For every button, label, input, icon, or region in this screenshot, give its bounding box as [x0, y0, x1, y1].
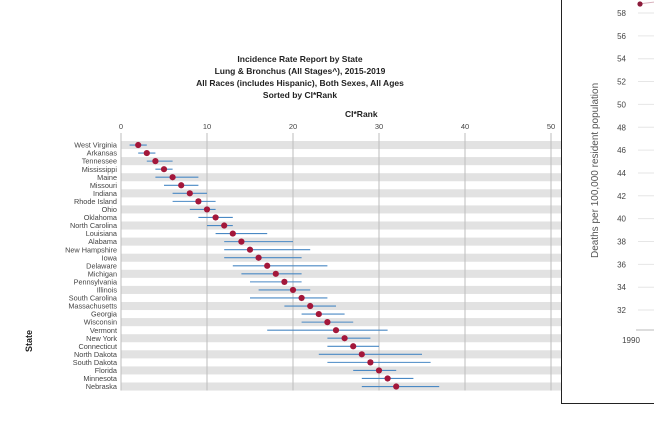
- state-label: New York: [86, 334, 117, 343]
- state-label: Pennsylvania: [74, 277, 118, 286]
- state-label: Wisconsin: [84, 318, 117, 327]
- state-label: Oklahoma: [84, 213, 118, 222]
- overlay-y-tick-label: 52: [617, 78, 626, 87]
- rank-point: [221, 222, 228, 229]
- overlay-y-tick-label: 46: [617, 146, 626, 155]
- rank-point: [238, 238, 245, 245]
- overlay-y-tick-label: 50: [617, 100, 626, 109]
- state-label: North Dakota: [74, 350, 118, 359]
- overlay-y-tick-label: 36: [617, 260, 626, 269]
- overlay-y-tick-label: 42: [617, 192, 626, 201]
- rank-point: [298, 294, 305, 302]
- report-title-line-1: Incidence Rate Report by State: [237, 54, 363, 64]
- rank-point: [281, 278, 288, 285]
- state-label: Florida: [95, 366, 118, 375]
- state-label: Rhode Island: [74, 197, 117, 206]
- rank-point: [135, 141, 142, 149]
- rank-point: [375, 367, 383, 374]
- overlay-y-tick-label: 44: [617, 169, 626, 178]
- state-label: Massachusetts: [68, 302, 117, 311]
- overlay-y-axis-title: Deaths per 100,000 resident population: [590, 82, 601, 258]
- rank-point: [264, 262, 271, 269]
- overlay-y-tick-label: 34: [617, 283, 626, 292]
- state-label: Michigan: [88, 269, 117, 278]
- rank-point: [289, 286, 297, 294]
- rank-point: [358, 351, 365, 358]
- report-title-line-2: Lung & Bronchus (All Stages^), 2015-2019: [214, 66, 386, 76]
- x-tick-label: 20: [289, 122, 297, 131]
- rank-point: [315, 310, 322, 318]
- state-label: Connecticut: [78, 342, 117, 351]
- rank-point: [152, 158, 159, 165]
- state-label: Mississippi: [82, 165, 118, 174]
- overlay-chart-svg: 58 56 54 52 50 48 46 44 42 40 38 36 34 32 1990: [617, 1, 654, 345]
- overlay-line-chart-window: 58 56 54 52 50 48 46 44 42 40 38 36 34 32 1990 Deaths …: [561, 0, 654, 404]
- rank-point: [186, 190, 193, 197]
- state-label: New Hampshire: [65, 245, 117, 254]
- x-axis-title: CI*Rank: [345, 109, 378, 119]
- state-label: South Carolina: [69, 294, 118, 303]
- x-tick-label: 0: [119, 122, 123, 131]
- rank-point: [143, 149, 150, 157]
- overlay-data-point: [637, 1, 643, 7]
- state-label: Arkansas: [87, 149, 118, 158]
- state-label: Louisiana: [86, 229, 118, 238]
- rank-point: [246, 246, 254, 253]
- rank-point: [160, 166, 168, 173]
- state-label: North Carolina: [70, 221, 118, 230]
- rank-point: [324, 319, 331, 326]
- x-tick-label: 40: [461, 122, 469, 131]
- rank-point: [229, 230, 236, 237]
- rank-point: [212, 214, 219, 221]
- rank-point: [307, 302, 314, 310]
- state-label: Iowa: [102, 253, 118, 262]
- state-label: Indiana: [93, 189, 118, 198]
- state-label: Alabama: [88, 237, 118, 246]
- rank-point: [178, 182, 185, 189]
- overlay-y-tick-label: 48: [617, 123, 626, 132]
- x-tick-label: 10: [203, 122, 211, 131]
- report-title-line-3: All Races (includes Hispanic), Both Sexe…: [196, 78, 404, 88]
- overlay-y-tick-label: 58: [617, 9, 626, 18]
- rank-point: [332, 327, 340, 334]
- rank-point: [350, 343, 357, 350]
- overlay-x-tick-label: 1990: [622, 336, 640, 345]
- state-label: Delaware: [86, 261, 117, 270]
- state-label: Vermont: [90, 326, 117, 335]
- state-label: Georgia: [91, 310, 118, 319]
- state-label: Minnesota: [83, 374, 118, 383]
- overlay-y-tick-label: 40: [617, 215, 626, 224]
- rank-point: [367, 359, 374, 366]
- rank-point: [255, 254, 262, 261]
- state-label: Ohio: [102, 205, 117, 214]
- rank-point: [341, 335, 348, 342]
- rank-point: [195, 198, 202, 205]
- report-title-line-4: Sorted by CI*Rank: [262, 90, 338, 100]
- overlay-y-tick-label: 54: [617, 55, 626, 64]
- x-tick-label: 30: [375, 122, 383, 131]
- rank-point: [169, 174, 176, 181]
- state-label: Maine: [97, 173, 117, 182]
- state-label: West Virginia: [74, 141, 118, 150]
- overlay-y-tick-label: 56: [617, 32, 626, 41]
- rank-point: [272, 270, 279, 277]
- rank-point: [203, 206, 211, 213]
- state-label: Illinois: [97, 286, 118, 295]
- overlay-y-tick-label: 38: [617, 238, 626, 247]
- overlay-y-tick-label: 32: [617, 306, 626, 315]
- rank-point: [384, 375, 391, 382]
- rank-point: [393, 383, 400, 390]
- state-label: Tennessee: [82, 157, 117, 166]
- x-tick-label: 50: [547, 122, 555, 131]
- state-label: South Dakota: [73, 358, 118, 367]
- state-label: Nebraska: [86, 382, 118, 391]
- state-label: Missouri: [90, 181, 118, 190]
